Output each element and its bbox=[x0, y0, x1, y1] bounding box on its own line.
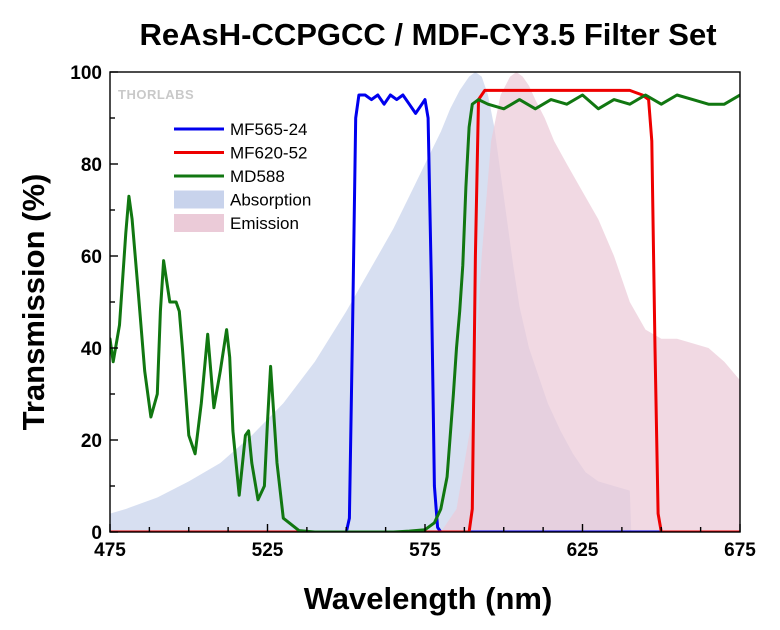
x-tick-label: 475 bbox=[94, 540, 126, 561]
legend-swatch-emission bbox=[174, 214, 224, 232]
y-axis-label: Transmission (%) bbox=[16, 174, 51, 431]
chart-title: ReAsH-CCPGCC / MDF-CY3.5 Filter Set bbox=[139, 17, 716, 52]
x-tick-label: 575 bbox=[409, 540, 441, 561]
series-area-emission bbox=[440, 72, 740, 532]
series-line-mf565-24 bbox=[110, 93, 740, 532]
legend-label-md588: MD588 bbox=[230, 167, 285, 186]
y-tick-label: 60 bbox=[81, 247, 102, 268]
legend: MF565-24 MF620-52 MD588 Absorption Emission bbox=[174, 120, 311, 233]
y-tick-label: 80 bbox=[81, 155, 102, 176]
plot-area bbox=[110, 72, 740, 532]
x-axis-label: Wavelength (nm) bbox=[304, 581, 553, 616]
x-tick-label: 525 bbox=[252, 540, 284, 561]
legend-label-absorption: Absorption bbox=[230, 191, 311, 210]
legend-label-mf565-24: MF565-24 bbox=[230, 120, 307, 139]
y-tick-label: 0 bbox=[91, 523, 102, 544]
thorlabs-logo: THORLABS bbox=[118, 87, 194, 102]
legend-label-emission: Emission bbox=[230, 214, 299, 233]
x-tick-label: 625 bbox=[567, 540, 599, 561]
legend-label-mf620-52: MF620-52 bbox=[230, 144, 307, 163]
series-line-md588 bbox=[110, 93, 740, 532]
axes: 475 525 575 625 675 0 20 40 60 80 100 bbox=[70, 63, 756, 561]
legend-swatch-absorption bbox=[174, 190, 224, 209]
x-tick-label: 675 bbox=[724, 540, 756, 561]
y-tick-label: 40 bbox=[81, 339, 102, 360]
y-tick-label: 100 bbox=[70, 63, 102, 84]
series-line-mf620-52 bbox=[110, 88, 740, 532]
y-tick-label: 20 bbox=[81, 431, 102, 452]
